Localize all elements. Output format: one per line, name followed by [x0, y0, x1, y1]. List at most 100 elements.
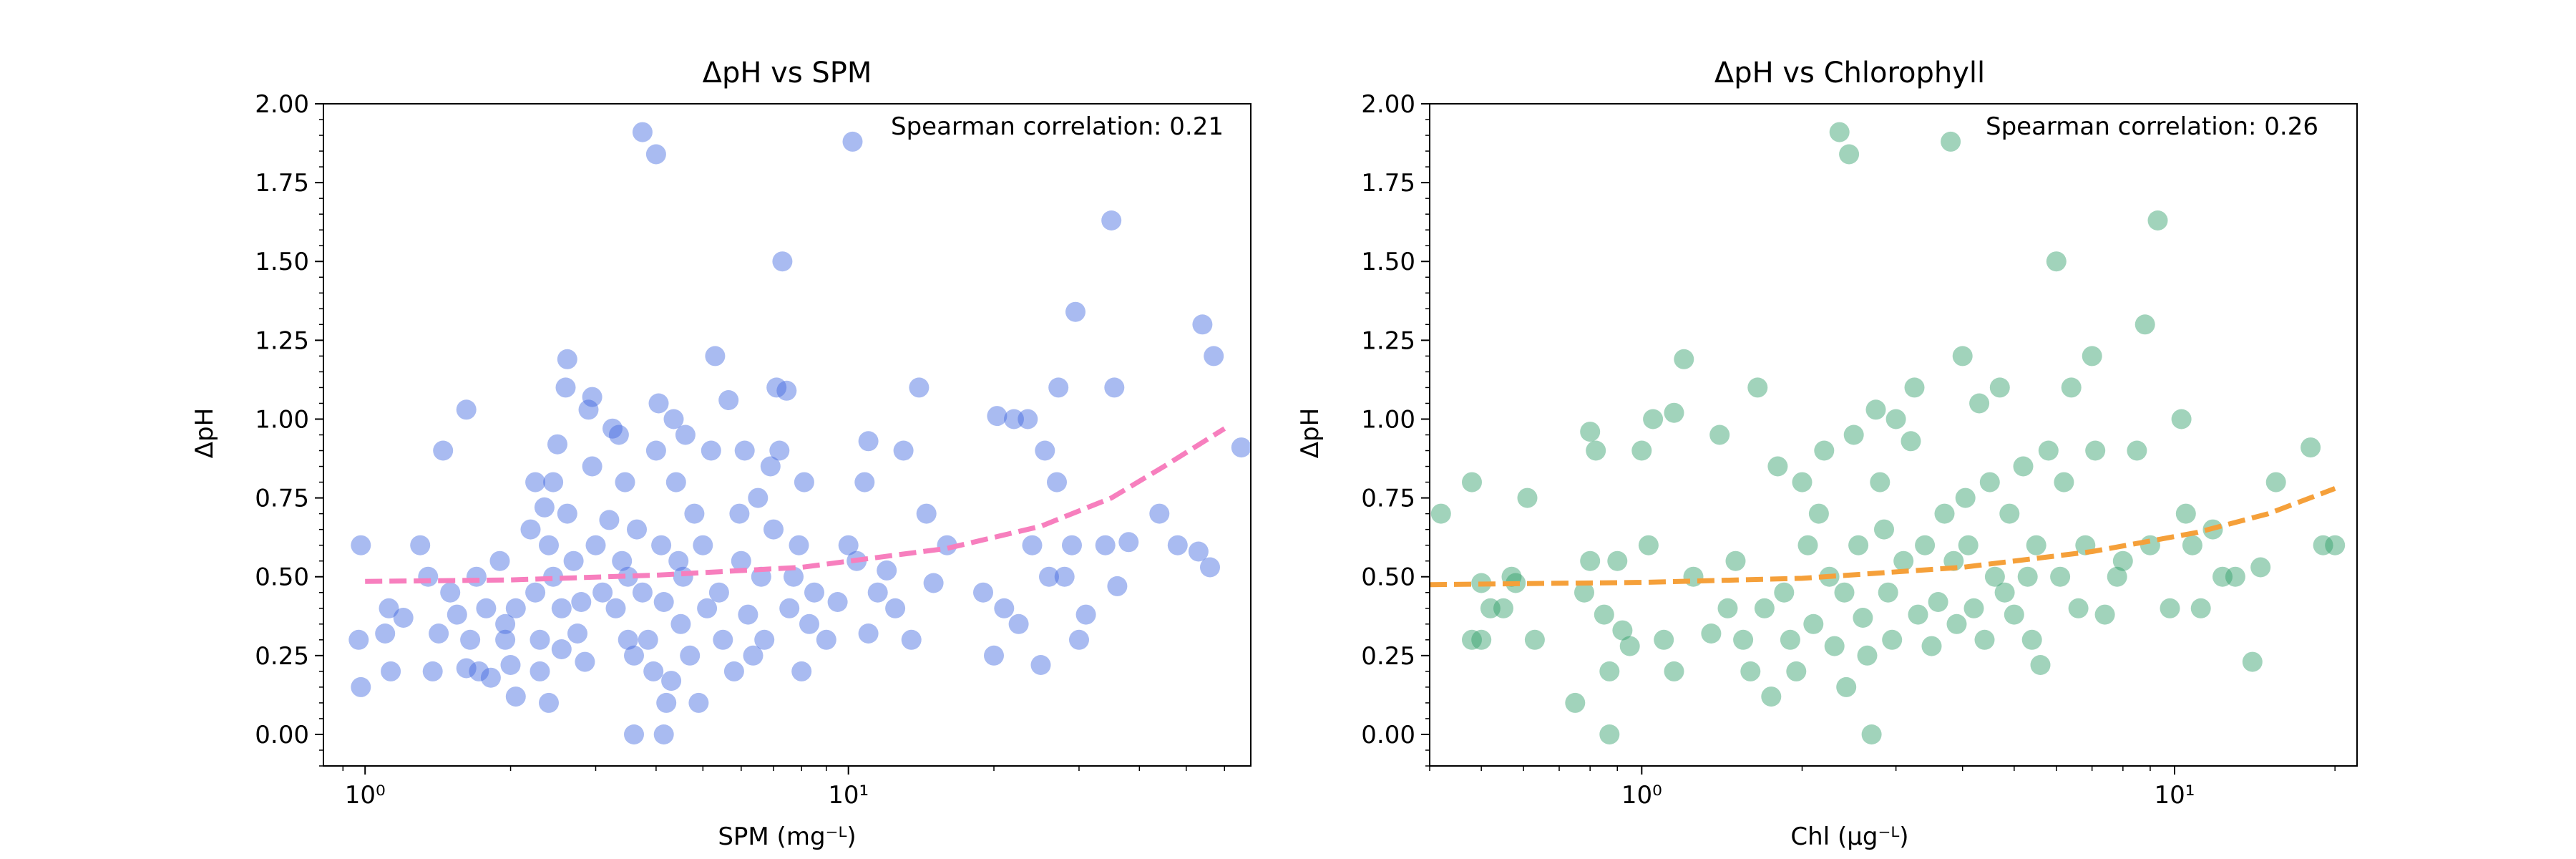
data-point: [632, 582, 653, 603]
data-point: [1054, 566, 1075, 587]
data-point: [1517, 487, 1538, 508]
data-point: [1843, 424, 1864, 445]
data-point: [571, 592, 592, 612]
data-point: [2082, 346, 2102, 367]
data-point: [1989, 377, 2010, 398]
data-point: [1874, 519, 1894, 540]
data-point: [858, 431, 879, 452]
data-point: [675, 424, 696, 445]
data-point: [608, 424, 629, 445]
data-point: [627, 519, 647, 540]
data-point: [632, 122, 653, 142]
data-point: [645, 144, 666, 165]
data-point: [1814, 440, 1835, 461]
data-point: [1643, 409, 1664, 430]
data-point: [1048, 377, 1069, 398]
data-point: [2046, 251, 2067, 272]
data-point: [1574, 582, 1594, 603]
data-point: [592, 582, 613, 603]
data-point: [1188, 541, 1209, 562]
data-point: [1915, 535, 1936, 555]
data-point: [1104, 377, 1125, 398]
data-point: [1952, 346, 1973, 367]
data-point: [1599, 724, 1620, 744]
data-point: [348, 629, 369, 650]
data-point: [2021, 629, 2042, 650]
data-point: [2242, 651, 2263, 672]
data-point: [656, 692, 677, 713]
data-point: [688, 692, 709, 713]
data-point: [1974, 629, 1995, 650]
data-point: [563, 550, 584, 571]
data-point: [530, 661, 550, 681]
data-point: [557, 503, 577, 524]
data-point: [1717, 598, 1738, 618]
data-point: [618, 566, 638, 587]
data-point: [1824, 636, 1845, 656]
data-point: [1885, 409, 1906, 430]
data-point: [1619, 636, 1640, 656]
data-point: [987, 406, 1008, 427]
data-point: [663, 409, 684, 430]
y-tick-label: 0.00: [255, 721, 309, 749]
data-point: [2313, 535, 2333, 555]
data-point: [2265, 472, 2286, 492]
data-point: [1035, 440, 1055, 461]
data-point: [1709, 424, 1730, 445]
data-point: [1848, 535, 1869, 555]
data-point: [1101, 210, 1122, 230]
data-point: [858, 623, 879, 644]
data-point: [1861, 724, 1882, 744]
data-point: [1095, 535, 1116, 555]
data-point: [1808, 503, 1829, 524]
data-point: [2135, 314, 2155, 335]
data-point: [1638, 535, 1659, 555]
data-point: [651, 535, 672, 555]
data-point: [440, 582, 461, 603]
data-point: [1118, 532, 1139, 553]
data-point: [1030, 655, 1051, 675]
data-point: [1480, 598, 1501, 618]
data-point: [1664, 402, 1684, 423]
data-point: [1946, 613, 1967, 634]
data-point: [794, 472, 814, 492]
data-point: [2026, 535, 2046, 555]
y-tick-label: 0.50: [255, 563, 309, 592]
data-point: [530, 629, 550, 650]
data-point: [1607, 550, 1628, 571]
trend-line: [1430, 486, 2336, 588]
data-point: [738, 604, 758, 625]
data-point: [1004, 409, 1024, 430]
data-point: [1969, 393, 1990, 414]
data-point: [827, 592, 848, 612]
data-point: [804, 582, 824, 603]
data-point: [393, 608, 414, 628]
data-point: [2004, 604, 2024, 625]
data-point: [1204, 346, 1224, 367]
x-tick-label: 10⁰: [1621, 781, 1662, 810]
data-point: [784, 566, 804, 587]
data-point: [381, 661, 401, 681]
data-point: [1829, 122, 1850, 142]
data-point: [2068, 598, 2089, 618]
data-point: [2038, 440, 2059, 461]
data-point: [2325, 535, 2346, 555]
y-tick-label: 1.50: [255, 248, 309, 276]
data-point: [1167, 535, 1188, 555]
data-point: [1430, 503, 1451, 524]
data-point: [1471, 629, 1492, 650]
data-point: [1792, 472, 1813, 492]
data-point: [1580, 422, 1601, 442]
data-point: [495, 629, 516, 650]
data-point: [500, 655, 521, 675]
data-point: [539, 535, 559, 555]
data-point: [838, 535, 859, 555]
data-point: [1904, 377, 1925, 398]
x-axis-label-chl: Chl (µg⁻ᴸ): [1790, 822, 1908, 851]
data-point: [351, 535, 371, 555]
data-point: [718, 390, 739, 410]
data-point: [842, 131, 863, 152]
data-point: [379, 598, 399, 618]
data-point: [1870, 472, 1890, 492]
x-tick-label: 10¹: [828, 781, 869, 810]
